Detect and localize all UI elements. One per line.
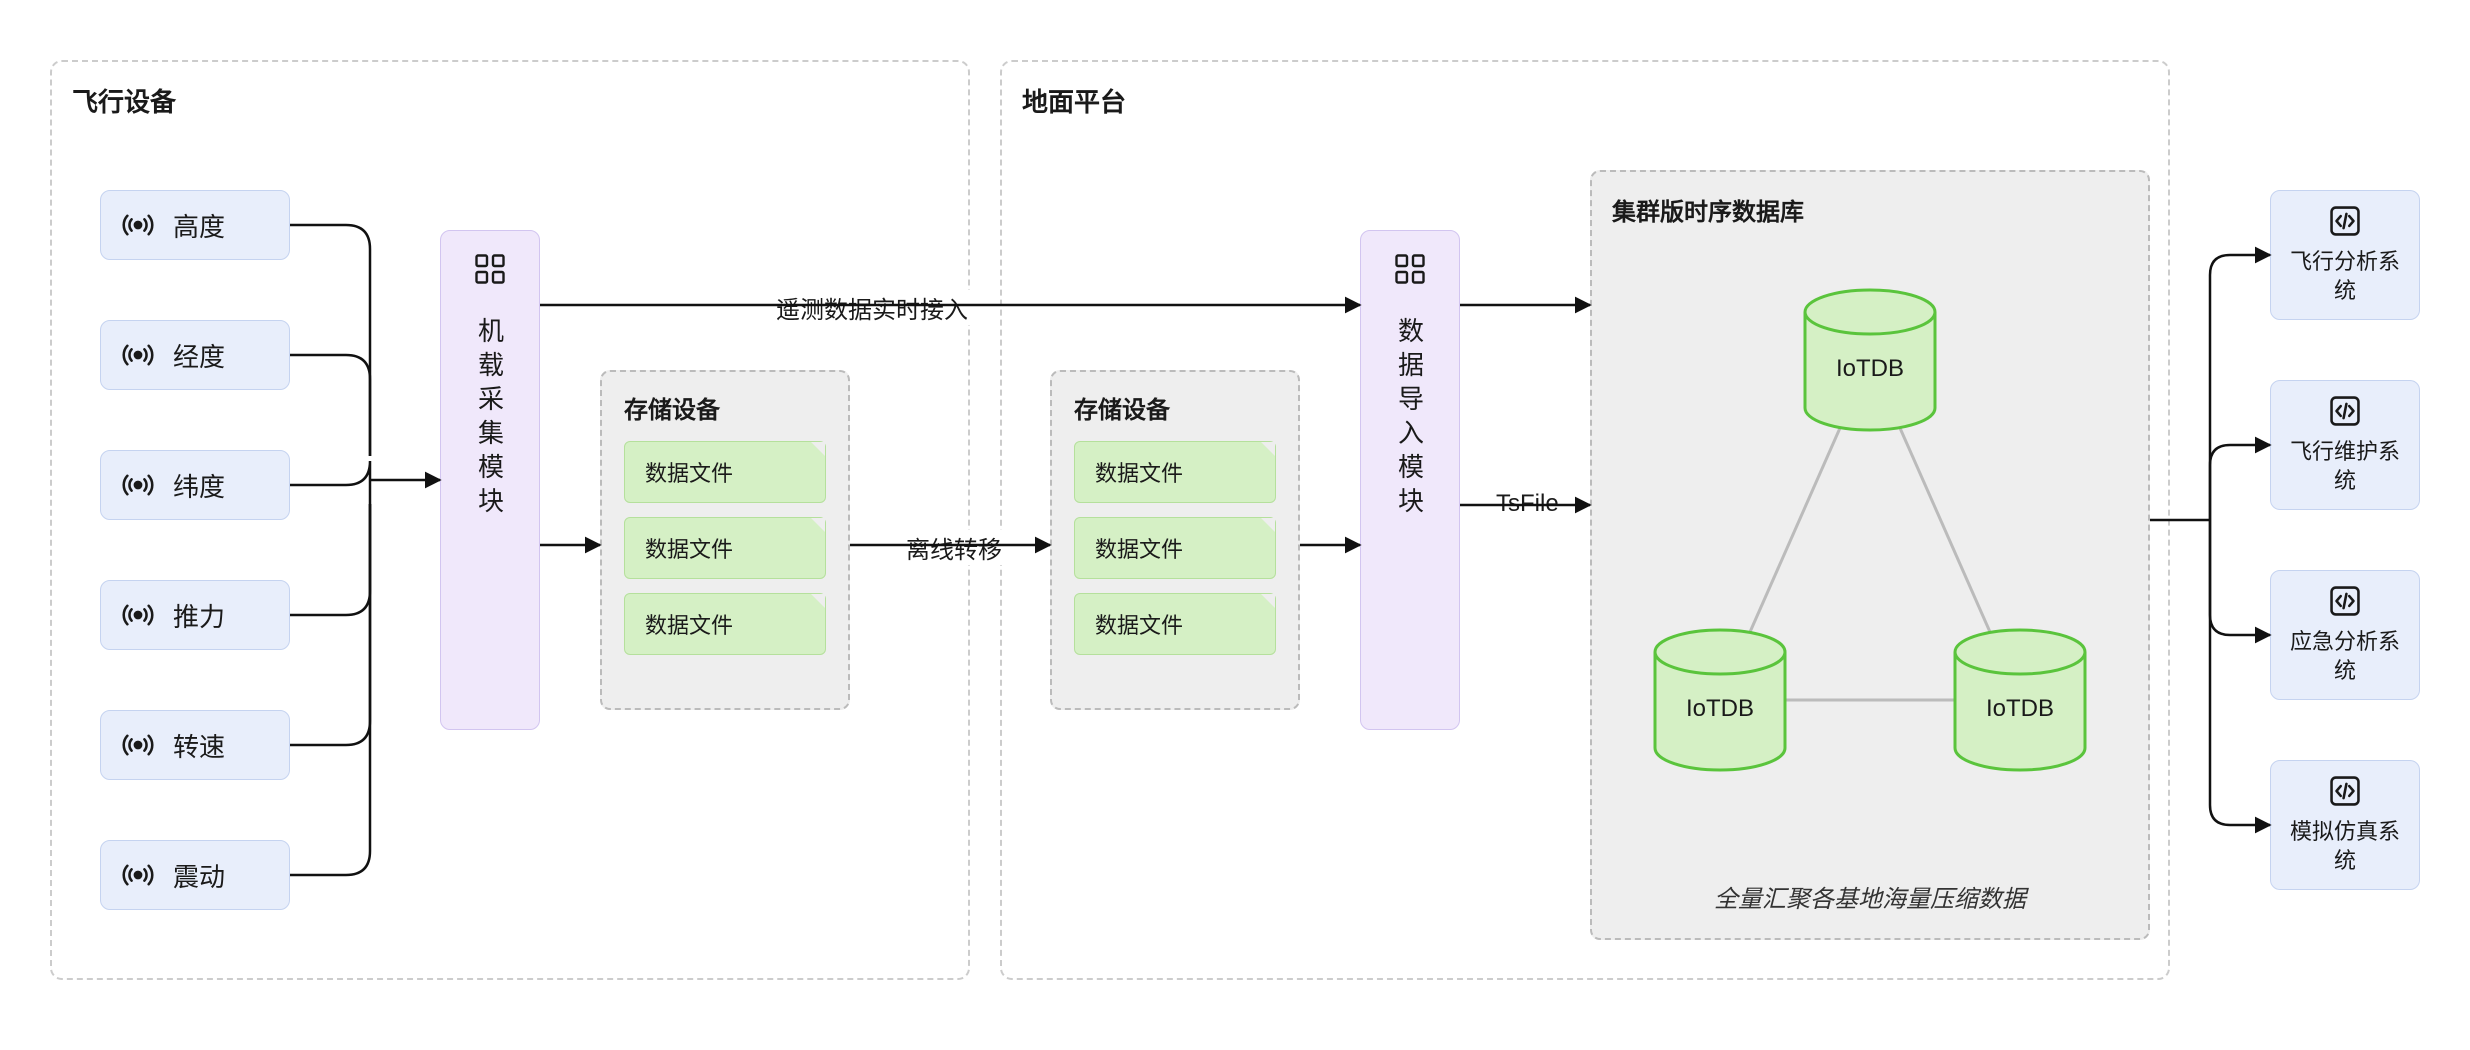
onboard-module-label: 机载采集模块 <box>472 317 509 521</box>
onboard-collection-module: 机载采集模块 <box>440 230 540 730</box>
code-icon <box>2328 394 2362 428</box>
sensor-0: 高度 <box>100 190 290 260</box>
sensor-label: 高度 <box>173 207 225 244</box>
storage-left-title: 存储设备 <box>624 390 826 425</box>
storage-panel-right: 存储设备 数据文件数据文件数据文件 <box>1050 370 1300 710</box>
code-icon <box>2328 584 2362 618</box>
output-system-0: 飞行分析系统 <box>2270 190 2420 320</box>
output-system-1: 飞行维护系统 <box>2270 380 2420 510</box>
cluster-caption: 全量汇聚各基地海量压缩数据 <box>1592 879 2148 914</box>
edge-label-tsfile: TsFile <box>1490 490 1565 518</box>
cluster-title: 集群版时序数据库 <box>1612 192 2128 227</box>
sensor-label: 推力 <box>173 597 225 634</box>
sensor-5: 震动 <box>100 840 290 910</box>
signal-icon <box>121 858 155 892</box>
output-system-3: 模拟仿真系统 <box>2270 760 2420 890</box>
signal-icon <box>121 728 155 762</box>
grid-icon <box>472 251 508 287</box>
edge-label-realtime: 遥测数据实时接入 <box>770 290 974 325</box>
signal-icon <box>121 208 155 242</box>
data-import-module: 数据导入模块 <box>1360 230 1460 730</box>
sensor-label: 震动 <box>173 857 225 894</box>
signal-icon <box>121 338 155 372</box>
code-icon <box>2328 774 2362 808</box>
output-label: 应急分析系统 <box>2283 628 2407 685</box>
output-label: 模拟仿真系统 <box>2283 818 2407 875</box>
data-file: 数据文件 <box>624 441 826 503</box>
output-label: 飞行分析系统 <box>2283 248 2407 305</box>
grid-icon <box>1392 251 1428 287</box>
flight-device-title: 飞行设备 <box>72 82 948 119</box>
storage-right-title: 存储设备 <box>1074 390 1276 425</box>
sensor-label: 经度 <box>173 337 225 374</box>
code-icon <box>2328 204 2362 238</box>
signal-icon <box>121 468 155 502</box>
sensor-4: 转速 <box>100 710 290 780</box>
ground-platform-title: 地面平台 <box>1022 82 2148 119</box>
iotdb-node-label: IoTDB <box>1820 355 1920 383</box>
cluster-db-panel: 集群版时序数据库 全量汇聚各基地海量压缩数据 <box>1590 170 2150 940</box>
edge-label-offline: 离线转移 <box>900 530 1008 565</box>
signal-icon <box>121 598 155 632</box>
iotdb-node-label: IoTDB <box>1670 695 1770 723</box>
iotdb-node-label: IoTDB <box>1970 695 2070 723</box>
sensor-label: 纬度 <box>173 467 225 504</box>
sensor-label: 转速 <box>173 727 225 764</box>
data-file: 数据文件 <box>624 593 826 655</box>
output-label: 飞行维护系统 <box>2283 438 2407 495</box>
data-file: 数据文件 <box>1074 593 1276 655</box>
data-file: 数据文件 <box>1074 517 1276 579</box>
sensor-3: 推力 <box>100 580 290 650</box>
data-file: 数据文件 <box>1074 441 1276 503</box>
data-file: 数据文件 <box>624 517 826 579</box>
sensor-2: 纬度 <box>100 450 290 520</box>
sensor-1: 经度 <box>100 320 290 390</box>
import-module-label: 数据导入模块 <box>1392 317 1429 521</box>
storage-panel-left: 存储设备 数据文件数据文件数据文件 <box>600 370 850 710</box>
output-system-2: 应急分析系统 <box>2270 570 2420 700</box>
